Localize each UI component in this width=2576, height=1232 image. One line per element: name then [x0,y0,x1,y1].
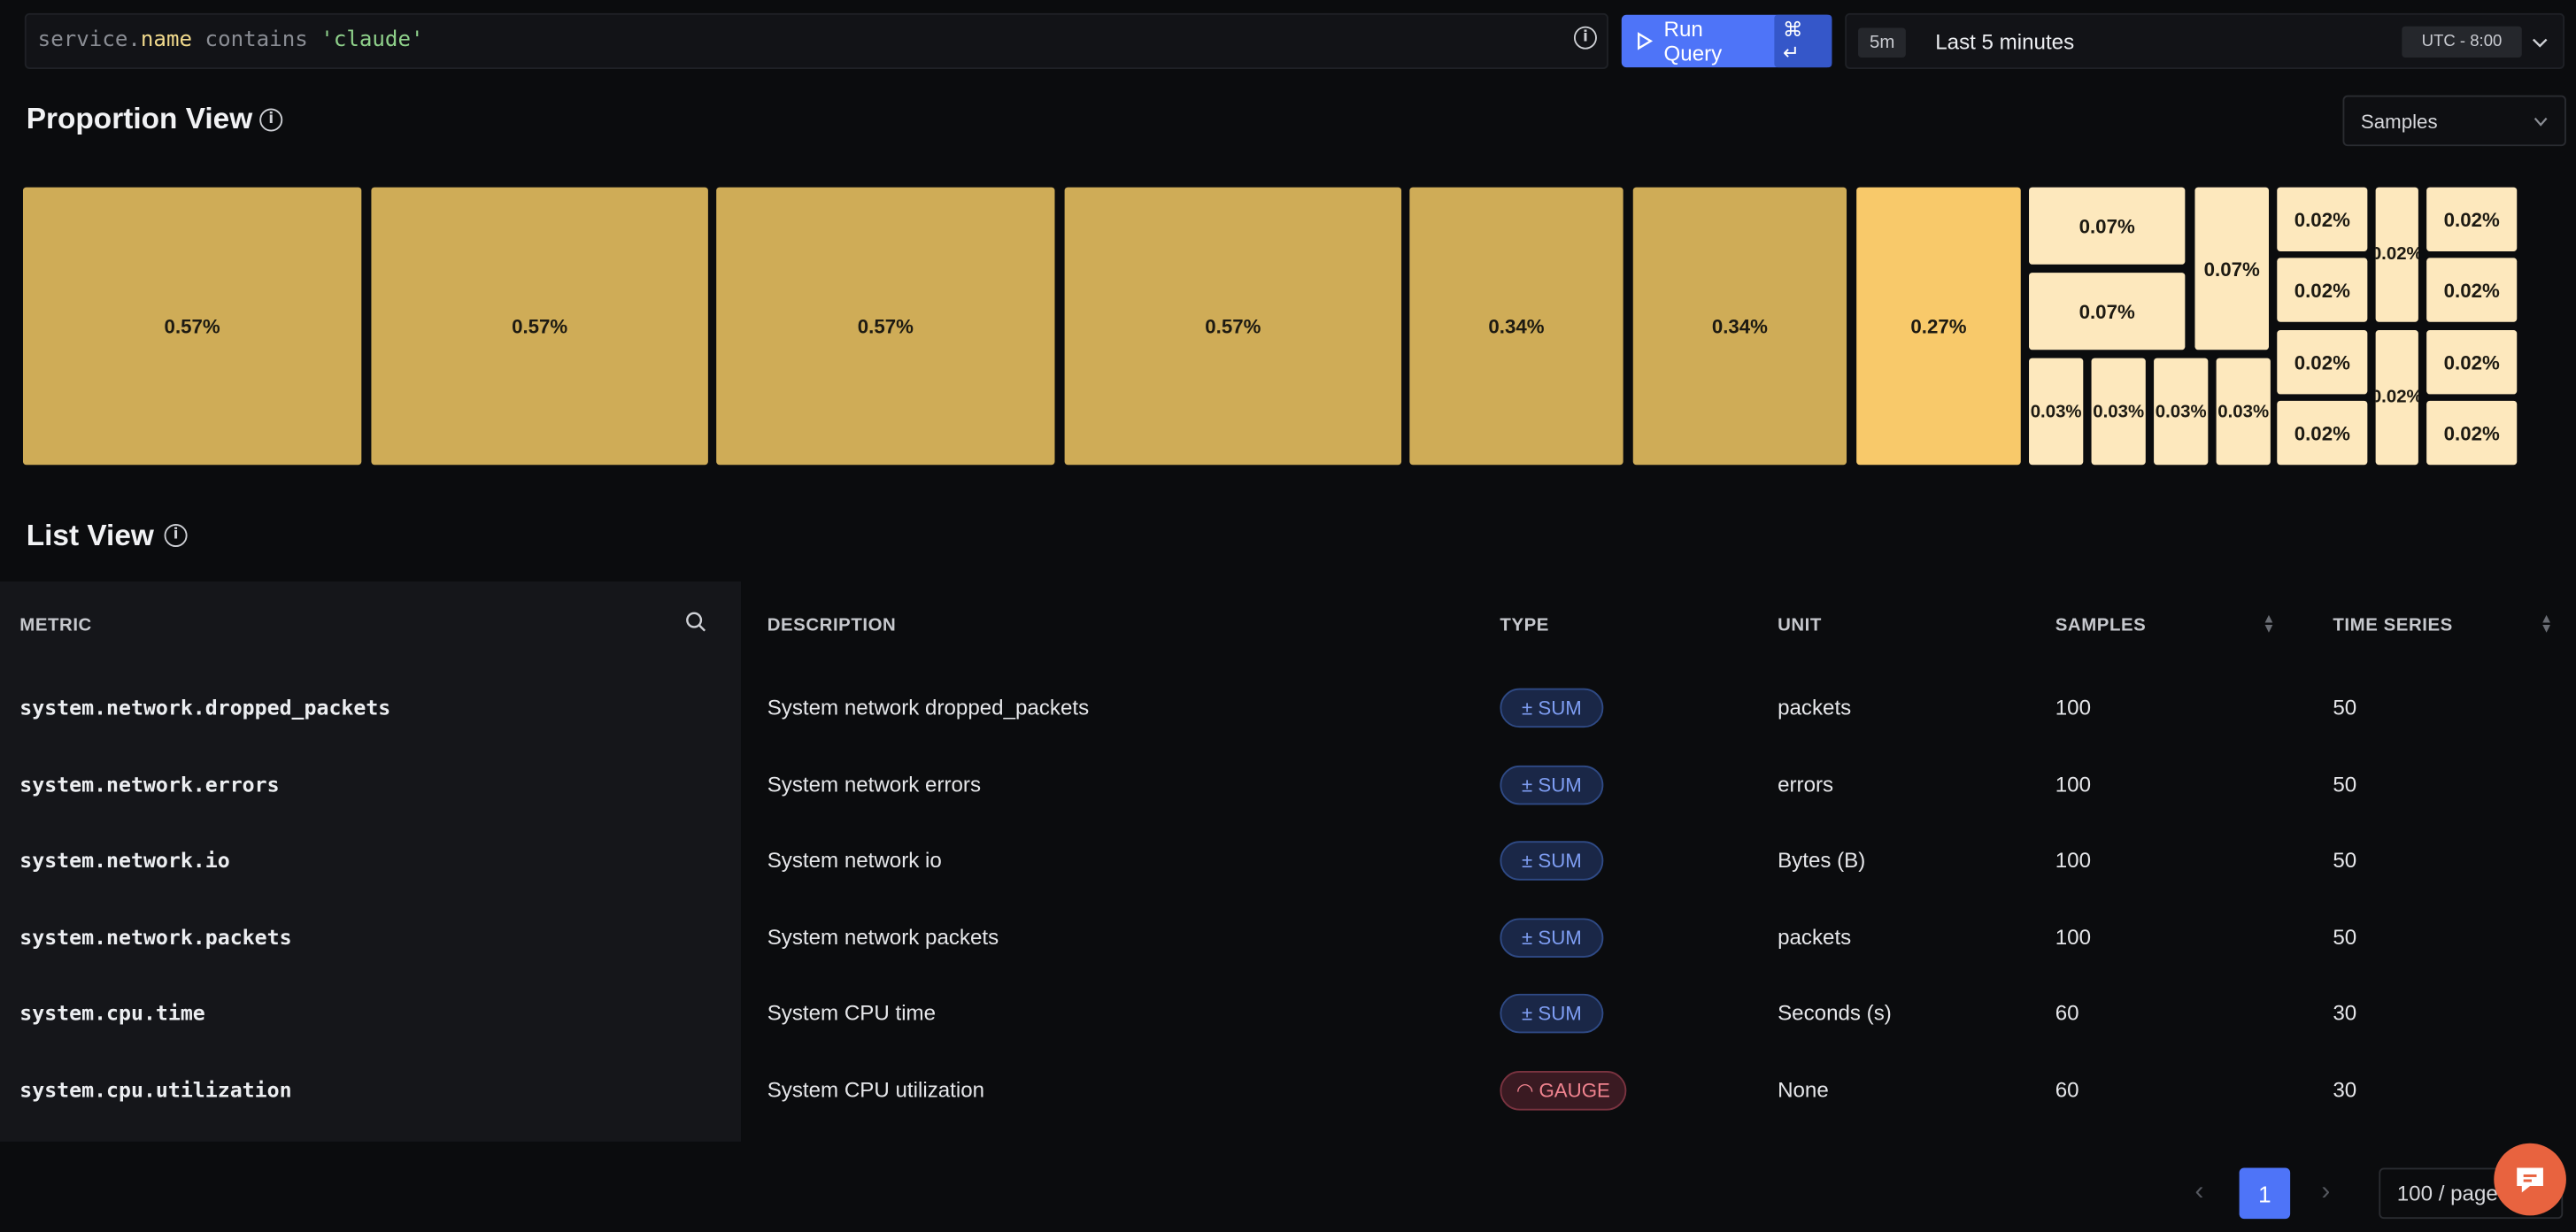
treemap-tile[interactable]: 0.57% [371,187,708,466]
proportion-info-icon[interactable]: i [259,108,283,132]
time-label: Last 5 minutes [1935,29,2075,55]
metric-samples: 60 [2055,1000,2079,1026]
treemap-tile[interactable]: 0.02% [2277,330,2368,395]
treemap-tile[interactable]: 0.03% [2216,358,2271,466]
metric-unit: errors [1778,771,1834,797]
metric-time-series: 30 [2333,1000,2357,1026]
treemap-tile[interactable]: 0.02% [2426,400,2518,466]
treemap-tile[interactable]: 0.03% [2154,358,2209,466]
treemap-tile[interactable]: 0.07% [2194,187,2269,350]
treemap-tile[interactable]: 0.02% [2277,258,2368,322]
metric-time-series: 50 [2333,695,2357,720]
metric-name[interactable]: system.cpu.time [19,1000,205,1026]
query-info-icon[interactable]: i [1573,26,1597,50]
proportion-select-value: Samples [2360,110,2438,134]
metric-samples: 100 [2055,847,2092,873]
treemap-tile[interactable]: 0.02% [2277,187,2368,251]
col-type: TYPE [1500,615,1549,636]
search-icon[interactable] [685,611,706,632]
type-badge: ± SUM [1500,918,1604,958]
chat-icon [2517,1167,2543,1193]
metric-description: System network io [767,847,942,873]
metric-unit: packets [1778,924,1852,950]
metric-time-series: 50 [2333,771,2357,797]
metric-unit: Seconds (s) [1778,1000,1892,1026]
query-operator: contains [192,27,321,53]
treemap-tile[interactable]: 0.34% [1632,187,1847,466]
treemap-tile[interactable]: 0.27% [1856,187,2021,466]
chevron-down-icon [2534,117,2548,127]
treemap-tile[interactable]: 0.02% [2426,258,2518,322]
metric-name[interactable]: system.network.errors [19,771,280,797]
metric-samples: 100 [2055,771,2092,797]
run-shortcut: ⌘ ↵ [1774,14,1832,68]
metric-name[interactable]: system.network.packets [19,924,292,950]
time-badge: 5m [1858,27,1907,58]
treemap-tile[interactable]: 0.02% [2375,330,2418,466]
metric-name[interactable]: system.cpu.utilization [19,1077,292,1103]
metric-unit: packets [1778,695,1852,720]
sort-samples-icon[interactable]: ▲ ▼ [2262,611,2276,636]
query-input[interactable]: service.name contains 'claude' [24,12,1608,69]
metric-column-bg [0,581,742,1142]
col-samples[interactable]: SAMPLES [2055,615,2147,636]
prev-page-button[interactable]: ‹ [2194,1177,2204,1206]
metric-samples: 100 [2055,924,2092,950]
metric-description: System CPU utilization [767,1077,985,1103]
treemap-tile[interactable]: 0.02% [2426,330,2518,395]
metric-time-series: 30 [2333,1077,2357,1103]
chat-support-button[interactable] [2494,1143,2566,1216]
type-badge: ± SUM [1500,688,1604,728]
col-description: DESCRIPTION [767,615,897,636]
type-badge: ◠ GAUGE [1500,1071,1627,1111]
treemap-tile[interactable]: 0.57% [1064,187,1402,466]
metric-name[interactable]: system.network.io [19,847,230,873]
col-unit: UNIT [1778,615,1822,636]
metric-name[interactable]: system.network.dropped_packets [19,695,391,720]
metric-description: System network dropped_packets [767,695,1090,720]
play-icon [1637,32,1654,50]
type-badge: ± SUM [1500,994,1604,1035]
next-page-button[interactable]: › [2321,1177,2331,1206]
list-title: List View [26,519,154,552]
metric-time-series: 50 [2333,924,2357,950]
proportion-title: Proportion View [26,102,253,135]
metric-description: System network errors [767,771,982,797]
timezone-badge[interactable]: UTC - 8:00 [2402,26,2522,58]
metric-description: System network packets [767,924,999,950]
treemap-tile[interactable]: 0.07% [2029,273,2186,350]
treemap-tile[interactable]: 0.03% [2091,358,2146,466]
treemap-tile[interactable]: 0.02% [2375,187,2418,322]
query-prefix: service. [37,27,141,53]
metric-unit: Bytes (B) [1778,847,1866,873]
treemap-tile[interactable]: 0.57% [716,187,1055,466]
page-1-button[interactable]: 1 [2239,1167,2291,1220]
metric-description: System CPU time [767,1000,937,1026]
run-query-button[interactable]: Run Query ⌘ ↵ [1621,14,1832,68]
query-value: 'claude' [320,27,424,53]
list-info-icon[interactable]: i [164,524,188,548]
metric-unit: None [1778,1077,1829,1103]
query-field: name [140,27,193,53]
treemap-tile[interactable]: 0.02% [2277,400,2368,466]
type-badge: ± SUM [1500,841,1604,882]
treemap-tile[interactable]: 0.02% [2426,187,2518,251]
treemap-tile[interactable]: 0.57% [22,187,362,466]
treemap-tile[interactable]: 0.34% [1409,187,1623,466]
treemap-tile[interactable]: 0.07% [2029,187,2186,265]
col-time-series[interactable]: TIME SERIES [2333,615,2453,636]
proportion-select[interactable]: Samples [2342,95,2566,147]
metric-time-series: 50 [2333,847,2357,873]
treemap-tile[interactable]: 0.03% [2029,358,2084,466]
chevron-down-icon[interactable] [2532,36,2549,50]
sort-series-icon[interactable]: ▲ ▼ [2540,611,2553,636]
type-badge: ± SUM [1500,765,1604,805]
metric-samples: 60 [2055,1077,2079,1103]
time-range-picker[interactable]: 5m Last 5 minutes UTC - 8:00 [1845,12,2565,69]
col-metric: METRIC [19,615,92,636]
run-query-label: Run Query [1663,16,1723,66]
metric-samples: 100 [2055,695,2092,720]
